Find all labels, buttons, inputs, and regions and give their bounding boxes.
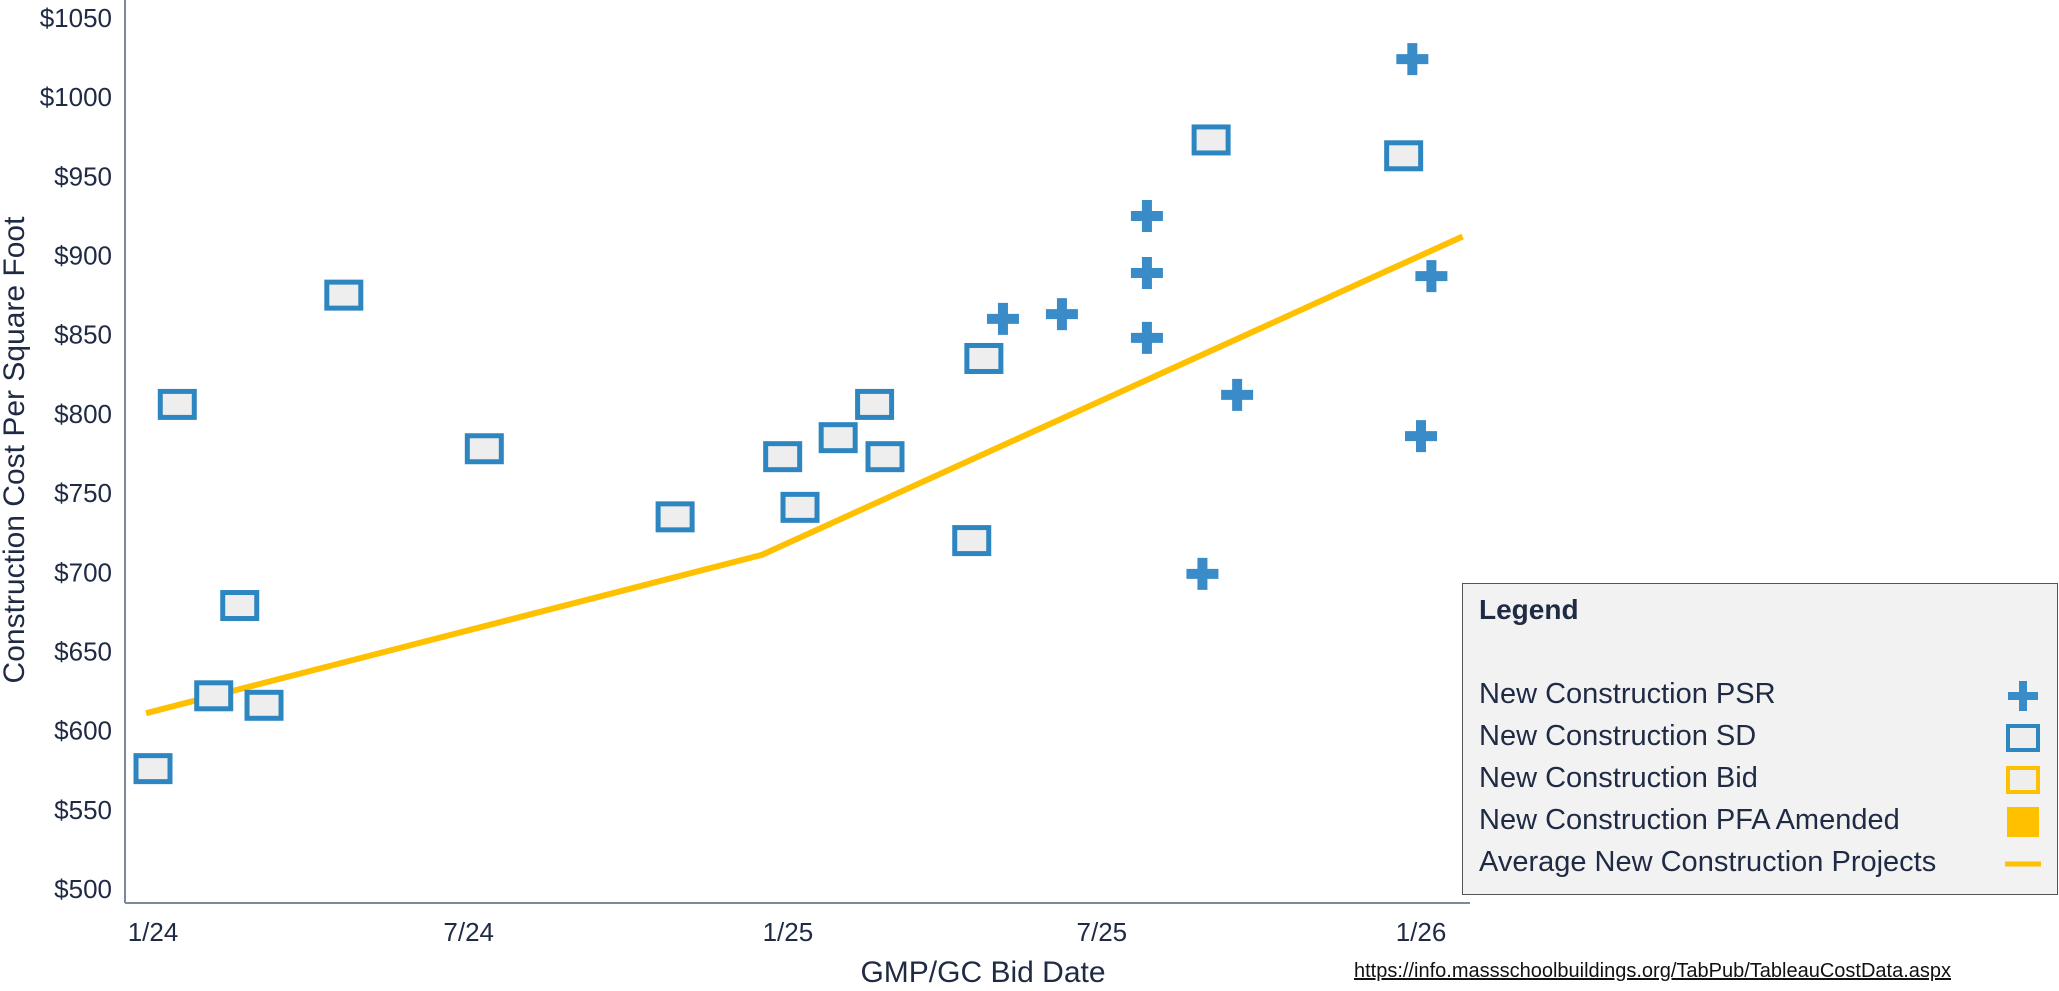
legend-title: Legend: [1479, 594, 1579, 625]
sd-point: [952, 525, 992, 557]
y-tick-label: $750: [54, 478, 112, 508]
square-outline-yellow-icon: [2003, 762, 2043, 798]
sd-point: [818, 422, 858, 454]
series-layer: [133, 43, 1464, 785]
legend-item-psr: New Construction PSR: [1479, 676, 2043, 716]
psr-point: [1186, 557, 1219, 590]
sd-point: [655, 501, 695, 533]
chart-axes: [124, 0, 1470, 904]
legend: Legend New Construction PSR New Construc…: [1462, 583, 2058, 895]
sd-point: [780, 491, 820, 523]
y-tick-label: $500: [54, 874, 112, 904]
y-tick-label: $800: [54, 399, 112, 429]
legend-label: New Construction PFA Amended: [1479, 804, 1900, 836]
psr-point: [1045, 298, 1078, 331]
x-tick-label: 7/25: [1077, 917, 1128, 947]
psr-point: [986, 302, 1019, 335]
psr-point: [1130, 199, 1163, 232]
sd-point: [763, 441, 803, 473]
psr-point: [1405, 420, 1437, 453]
x-axis-title: GMP/GC Bid Date: [860, 956, 1105, 989]
legend-label: Average New Construction Projects: [1479, 846, 1937, 878]
legend-item-average: Average New Construction Projects: [1479, 844, 2043, 884]
line-yellow-icon: [2003, 846, 2043, 882]
y-tick-label: $850: [54, 320, 112, 350]
legend-label: New Construction PSR: [1479, 678, 1776, 710]
sd-point: [964, 342, 1004, 374]
legend-item-pfa: New Construction PFA Amended: [1479, 802, 2043, 842]
sd-point: [855, 388, 895, 420]
sd-point: [157, 388, 197, 420]
y-tick-label: $1000: [40, 82, 112, 112]
plus-icon: [2003, 678, 2043, 714]
x-tick-label: 1/24: [128, 917, 179, 947]
legend-label: New Construction Bid: [1479, 762, 1758, 794]
sd-point: [1191, 124, 1231, 156]
filled-square-yellow-icon: [2003, 804, 2043, 840]
sd-point: [220, 590, 260, 622]
psr-point: [1130, 256, 1163, 289]
y-tick-label: $900: [54, 241, 112, 271]
y-tick-labels: $500 $550 $600 $650 $700 $750 $800 $850 $900 $950…: [40, 3, 112, 904]
legend-item-sd: New Construction SD: [1479, 718, 2043, 758]
x-tick-label: 1/26: [1396, 917, 1447, 947]
psr-point: [1415, 260, 1448, 293]
y-tick-label: $950: [54, 161, 112, 191]
psr-point: [1221, 378, 1254, 411]
y-tick-label: $650: [54, 636, 112, 666]
psr-point: [1130, 321, 1163, 354]
sd-point: [865, 441, 905, 473]
y-tick-label: $600: [54, 716, 112, 746]
average-trend-line: [145, 233, 1464, 717]
sd-point: [133, 753, 173, 785]
x-tick-label: 7/24: [443, 917, 494, 947]
y-tick-label: $700: [54, 557, 112, 587]
sd-point: [194, 680, 234, 712]
y-tick-label: $550: [54, 795, 112, 825]
sd-point: [1384, 140, 1424, 172]
y-tick-label: $1050: [40, 3, 112, 33]
legend-label: New Construction SD: [1479, 720, 1757, 752]
x-tick-labels: 1/24 7/24 1/25 7/25 1/26: [128, 917, 1447, 947]
legend-item-bid: New Construction Bid: [1479, 760, 2043, 800]
source-link[interactable]: https://info.massschoolbuildings.org/Tab…: [1354, 960, 1951, 982]
sd-point: [244, 689, 284, 721]
square-outline-blue-icon: [2003, 720, 2043, 756]
psr-point: [1396, 43, 1429, 76]
y-axis-title: Construction Cost Per Square Foot: [0, 216, 31, 684]
x-tick-label: 1/25: [763, 917, 814, 947]
sd-point: [464, 433, 504, 465]
sd-point: [324, 279, 364, 311]
